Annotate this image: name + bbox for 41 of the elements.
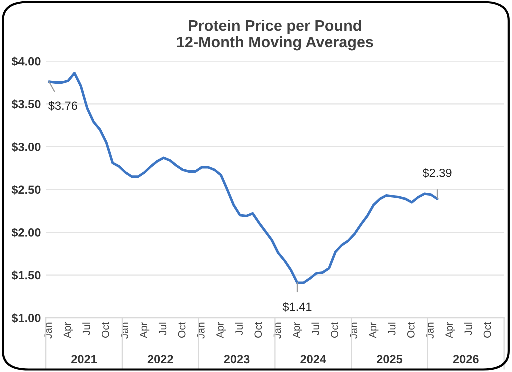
y-tick-label: $3.50: [12, 100, 41, 110]
y-tick-label: $4.00: [12, 56, 41, 67]
y-tick-label: $1.50: [12, 270, 41, 280]
x-tick-label: Oct: [178, 322, 186, 338]
x-tick-label: Apr: [369, 322, 379, 338]
x-tick-label: Oct: [407, 322, 415, 338]
text: 2023: [224, 355, 250, 364]
x-tick-label: Oct: [254, 322, 262, 338]
x-tick-label: Jan: [44, 322, 52, 339]
x-tick-label: Oct: [102, 322, 110, 338]
text: 2021: [72, 355, 98, 364]
y-tick-label: $2.00: [12, 228, 41, 238]
x-tick-label: Apr: [140, 322, 150, 338]
y-tick-label: $3.00: [12, 142, 41, 152]
x-tick-label: Apr: [446, 322, 456, 338]
x-tick-label: Jul: [82, 322, 90, 336]
x-tick-label: Jan: [274, 322, 282, 339]
x-tick-label: Jul: [312, 322, 320, 336]
text: 2022: [148, 355, 174, 364]
x-tick-label: Apr: [216, 322, 226, 338]
x-tick-label: Apr: [64, 322, 74, 338]
x-tick-label: Oct: [331, 322, 338, 338]
y-tick-label: $1.00: [12, 314, 41, 324]
text: 2025: [377, 355, 403, 364]
x-tick-label: Oct: [484, 322, 492, 338]
data-label: $2.39: [422, 168, 452, 178]
text: 2026: [453, 355, 479, 364]
x-tick-label: Jul: [235, 322, 243, 336]
x-tick-label: Jan: [426, 322, 434, 339]
x-tick-label: Jan: [121, 322, 128, 339]
x-tick-label: Apr: [293, 322, 302, 338]
y-tick-label: $2.50: [12, 185, 41, 195]
text: 2024: [300, 355, 326, 364]
x-tick-label: Jul: [464, 322, 472, 336]
x-tick-label: Jan: [198, 322, 205, 339]
data-label: $1.41: [282, 302, 312, 312]
x-tick-label: Jul: [158, 322, 167, 336]
x-tick-label: Jan: [350, 322, 358, 339]
chart-title: Protein Price per Pound 12-Month Moving Averages: [177, 20, 374, 51]
data-label: $3.76: [48, 101, 78, 111]
x-tick-label: Jul: [388, 322, 396, 336]
